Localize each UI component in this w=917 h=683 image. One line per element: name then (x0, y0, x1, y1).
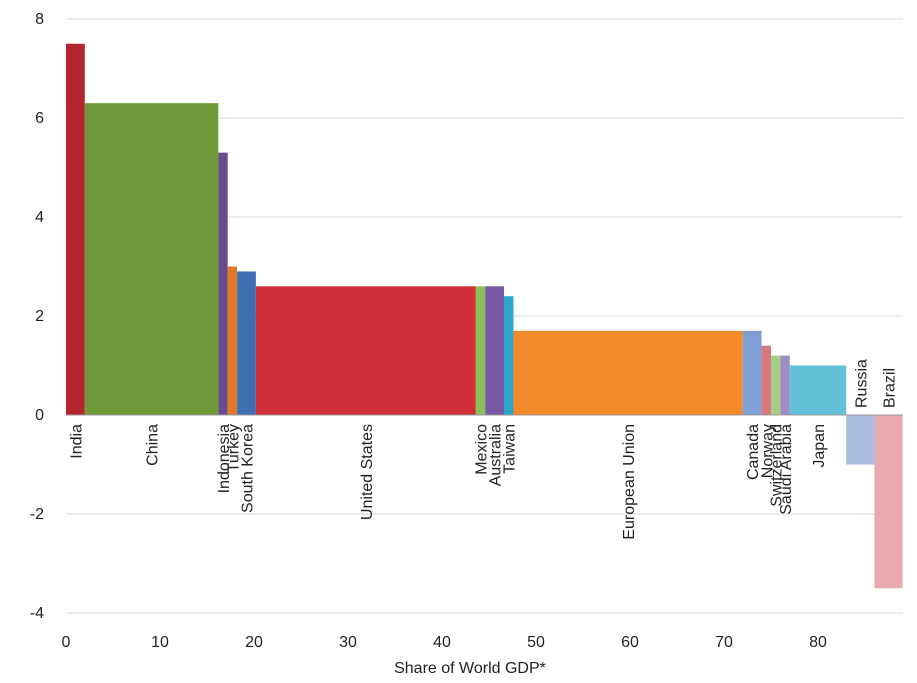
y-tick-label: 0 (35, 407, 44, 424)
bar-canada (742, 330, 762, 415)
y-tick-label: -2 (30, 506, 44, 523)
x-tick-label: 50 (527, 634, 545, 651)
category-label-united-states: United States (359, 424, 376, 520)
x-tick-label: 60 (621, 634, 639, 651)
y-tick-label: -4 (30, 605, 44, 622)
category-label-india: India (68, 424, 85, 459)
category-label-mexico: Mexico (474, 424, 491, 475)
bar-indonesia (218, 152, 228, 415)
category-label-saudi-arabia: Saudi Arabia (778, 424, 795, 515)
y-tick-label: 6 (35, 110, 44, 127)
bar-european-union (513, 330, 743, 415)
bar-japan (789, 365, 847, 415)
bar-united-states (255, 286, 476, 415)
x-tick-label: 20 (245, 634, 263, 651)
x-axis: 0 10 20 30 40 50 60 70 80 (62, 634, 827, 651)
category-label-canada: Canada (745, 424, 762, 480)
category-label-turkey: Turkey (225, 424, 242, 472)
bar-mexico (475, 286, 486, 415)
bar-south-korea (237, 271, 256, 415)
category-label-norway: Norway (759, 424, 776, 478)
y-tick-label: 4 (35, 209, 44, 226)
y-tick-label: 8 (35, 11, 44, 28)
category-label-indonesia: Indonesia (216, 424, 233, 493)
category-label-russia: Russia (853, 359, 870, 408)
category-label-south-korea: South Korea (239, 424, 256, 513)
bar-brazil (874, 415, 903, 589)
bar-switzerland (771, 355, 781, 415)
category-label-brazil: Brazil (882, 368, 899, 408)
category-label-european-union: European Union (621, 424, 638, 540)
bar-norway (761, 345, 771, 415)
x-tick-label: 10 (151, 634, 169, 651)
x-tick-label: 70 (715, 634, 733, 651)
bar-saudi-arabia (780, 355, 790, 415)
x-tick-label: 0 (62, 634, 71, 651)
bar-china (84, 103, 219, 416)
bar-taiwan (504, 296, 514, 415)
y-axis: -4 -2 0 2 4 6 8 (30, 11, 44, 622)
category-label-australia: Australia (488, 424, 505, 486)
x-tick-label: 40 (433, 634, 451, 651)
y-tick-label: 2 (35, 308, 44, 325)
bar-turkey (227, 266, 238, 415)
category-label-china: China (145, 424, 162, 466)
bar-australia (485, 286, 505, 415)
category-label-japan: Japan (811, 424, 828, 468)
bar-india (66, 43, 85, 415)
x-axis-label: Share of World GDP* (394, 660, 546, 677)
bar-russia (846, 415, 875, 465)
x-tick-label: 80 (809, 634, 827, 651)
category-label-switzerland: Switzerland (769, 424, 786, 507)
bars (66, 43, 903, 589)
category-label-taiwan: Taiwan (502, 424, 519, 474)
x-tick-label: 30 (339, 634, 357, 651)
